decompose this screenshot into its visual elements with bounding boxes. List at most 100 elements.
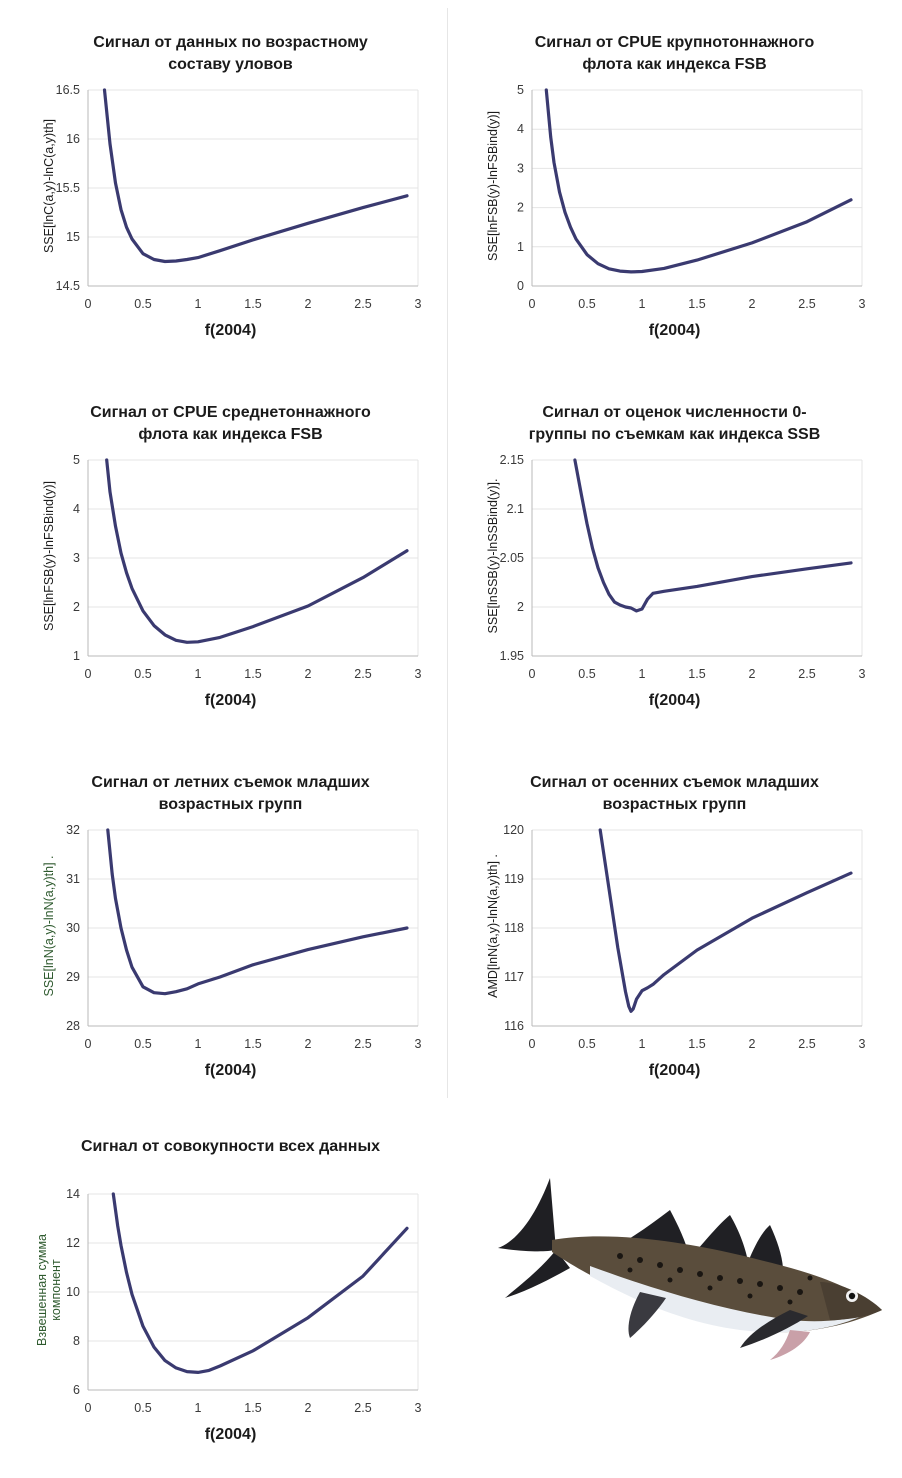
x-tick-label: 1.5 xyxy=(244,1401,261,1415)
x-tick-label: 1 xyxy=(195,667,202,681)
x-tick-label: 1 xyxy=(639,667,646,681)
chart-title: Сигнал от CPUE среднетоннажного флота ка… xyxy=(90,404,371,443)
y-tick-label: 117 xyxy=(504,970,524,984)
vertical-divider xyxy=(447,8,448,1098)
x-tick-label: 1 xyxy=(195,1401,202,1415)
chart-svg: 28 29 30 31 32 0 0.5 1 1.5 2 2.5 3 xyxy=(66,823,422,1051)
x-tick-label: 3 xyxy=(859,1037,866,1051)
y-tick-label: 16.5 xyxy=(56,83,80,97)
y-axis-label-line: Взвешенная сумма xyxy=(35,1234,49,1346)
x-tick-label: 2.5 xyxy=(354,1401,371,1415)
y-tick-label: 119 xyxy=(504,872,524,886)
y-axis-label: AMD[lnN(a,y)-lnN(a,y)th] . xyxy=(486,854,500,998)
series-line xyxy=(573,458,853,613)
chart-svg: 1 2 3 4 5 0 0.5 1 1.5 2 2.5 3 xyxy=(73,453,421,681)
chart-svg: 6 8 10 12 14 0 0.5 1 1.5 2 2.5 3 xyxy=(66,1187,421,1415)
y-tick-label: 5 xyxy=(73,453,80,467)
y-tick-label: 5 xyxy=(517,83,524,97)
chart-panel-4: Сигнал от оценок численности 0- группы п… xyxy=(452,378,897,744)
y-tick-label: 2.15 xyxy=(500,453,524,467)
x-tick-label: 1.5 xyxy=(688,1037,705,1051)
y-tick-label: 3 xyxy=(73,551,80,565)
y-tick-label: 0 xyxy=(517,279,524,293)
x-tick-label: 1.5 xyxy=(688,667,705,681)
x-tick-label: 0.5 xyxy=(134,667,151,681)
x-tick-label: 3 xyxy=(859,667,866,681)
x-axis-label: f(2004) xyxy=(204,1062,257,1079)
x-tick-label: 0 xyxy=(85,297,92,311)
chart-panel-5: Сигнал от летних съемок младших возрастн… xyxy=(8,748,453,1114)
x-axis-label: f(2004) xyxy=(648,1062,701,1079)
y-tick-label: 116 xyxy=(504,1019,524,1033)
x-tick-label: 0 xyxy=(529,297,536,311)
y-tick-label: 1 xyxy=(73,649,80,663)
x-tick-label: 1 xyxy=(639,1037,646,1051)
x-tick-label: 0.5 xyxy=(578,1037,595,1051)
x-tick-label: 2 xyxy=(749,297,756,311)
chart-title: Сигнал от оценок численности 0- группы п… xyxy=(528,404,821,443)
x-axis-label: f(2004) xyxy=(204,322,257,339)
y-tick-label: 15.5 xyxy=(56,181,80,195)
x-tick-label: 0.5 xyxy=(134,1401,151,1415)
x-axis-label: f(2004) xyxy=(648,692,701,709)
x-tick-label: 1.5 xyxy=(244,1037,261,1051)
chart-title: Сигнал от данных по возрастному составу … xyxy=(93,34,368,73)
series-line xyxy=(111,1192,409,1374)
y-tick-label: 14.5 xyxy=(56,279,80,293)
y-tick-label: 4 xyxy=(73,502,80,516)
y-tick-label: 4 xyxy=(517,122,524,136)
x-tick-label: 0 xyxy=(85,1037,92,1051)
y-tick-label: 2 xyxy=(517,201,524,215)
x-tick-label: 1.5 xyxy=(244,297,261,311)
y-tick-label: 1 xyxy=(517,240,524,254)
y-tick-label: 16 xyxy=(66,132,80,146)
y-tick-label: 2 xyxy=(517,600,524,614)
series-line xyxy=(544,88,853,274)
y-tick-label: 30 xyxy=(66,921,80,935)
x-tick-label: 2.5 xyxy=(354,667,371,681)
chart-panel-7: Сигнал от совокупности всех данных 6 8 10 12… xyxy=(8,1112,453,1478)
x-tick-label: 2 xyxy=(305,1037,312,1051)
y-tick-label: 32 xyxy=(66,823,80,837)
x-tick-label: 0.5 xyxy=(578,297,595,311)
x-tick-label: 0 xyxy=(85,1401,92,1415)
series-line xyxy=(105,458,409,644)
x-tick-label: 1.5 xyxy=(244,667,261,681)
x-tick-label: 2.5 xyxy=(798,297,815,311)
chart-title: Сигнал от осенних съемок младших возраст… xyxy=(530,774,819,813)
y-axis-label: SSE[lnSSB(y)-lnSSBind(y)]. xyxy=(486,478,500,634)
chart-panel-3: Сигнал от CPUE среднетоннажного флота ка… xyxy=(8,378,453,744)
y-axis-label: Взвешенная сумма компонент xyxy=(33,1175,65,1405)
x-tick-label: 2 xyxy=(749,667,756,681)
chart-svg: 0 1 2 3 4 5 0 0.5 1 1.5 2 2.5 3 xyxy=(517,83,866,311)
chart-svg: 14.5 15 15.5 16 16.5 0 0.5 1 1.5 2 2.5 3 xyxy=(56,83,422,311)
x-tick-label: 0.5 xyxy=(578,667,595,681)
x-tick-label: 1 xyxy=(639,297,646,311)
x-tick-label: 3 xyxy=(859,297,866,311)
y-tick-label: 10 xyxy=(66,1285,80,1299)
y-tick-label: 2 xyxy=(73,600,80,614)
x-tick-label: 2 xyxy=(305,667,312,681)
y-tick-label: 118 xyxy=(504,921,524,935)
y-tick-label: 15 xyxy=(66,230,80,244)
y-axis-label-line: компонент xyxy=(49,1259,63,1321)
y-tick-label: 14 xyxy=(66,1187,80,1201)
x-tick-label: 1 xyxy=(195,1037,202,1051)
chart-svg: 116 117 118 119 120 0 0.5 1 1.5 2 2.5 3 xyxy=(503,823,866,1051)
y-axis-label: SSE[lnFSB(y)-lnFSBind(y)] xyxy=(42,480,56,632)
x-tick-label: 3 xyxy=(415,1037,422,1051)
series-line xyxy=(102,88,409,264)
chart-title: Сигнал от летних съемок младших возрастн… xyxy=(91,774,370,813)
y-tick-label: 31 xyxy=(66,872,80,886)
x-tick-label: 0 xyxy=(85,667,92,681)
x-tick-label: 2.5 xyxy=(798,667,815,681)
y-tick-label: 12 xyxy=(66,1236,80,1250)
chart-panel-2: Сигнал от CPUE крупнотоннажного флота ка… xyxy=(452,8,897,374)
chart-title: Сигнал от совокупности всех данных xyxy=(80,1138,381,1155)
x-axis-label: f(2004) xyxy=(204,692,257,709)
y-axis-label: SSE[lnC(a,y)-lnC(a,y)th] xyxy=(42,118,56,254)
x-axis-label: f(2004) xyxy=(648,322,701,339)
y-tick-label: 1.95 xyxy=(500,649,524,663)
x-tick-label: 2 xyxy=(749,1037,756,1051)
y-tick-label: 120 xyxy=(503,823,524,837)
